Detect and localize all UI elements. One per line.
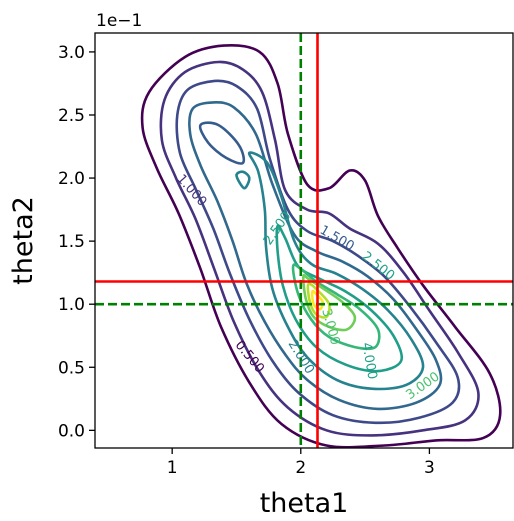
y-tick-label: 1.5 [58, 232, 85, 252]
contour-level-4-7 [301, 273, 357, 332]
reference-lines [95, 33, 513, 448]
contour-level-1-5-2 [175, 79, 461, 425]
contour-label-7: 3.000 [318, 307, 342, 347]
x-tick-label: 1 [167, 458, 178, 478]
contour-level-3-5 [275, 224, 404, 373]
contour-level-5-9 [310, 289, 325, 311]
axes-frame [94, 32, 514, 449]
contour-label-4: 2.500 [359, 249, 398, 284]
x-tick-label: 3 [424, 458, 435, 478]
y-tick-label: 0.5 [58, 358, 85, 378]
contour-level-1-10 [198, 121, 246, 165]
contour-label-2: 1.500 [317, 223, 357, 255]
contour-level-2-3 [188, 101, 443, 411]
y-tick-label: 2.0 [58, 169, 85, 189]
y-tick-label: 1.0 [58, 295, 85, 315]
x-axis-label: theta1 [260, 488, 349, 519]
contour-label-6: 3.000 [403, 369, 442, 403]
contour-level-1-1 [159, 60, 480, 437]
y-tick-label: 0.0 [58, 421, 85, 441]
x-tick-label: 2 [295, 458, 306, 478]
y-axis-label: theta2 [8, 196, 39, 285]
contour-level-2-5-4 [247, 151, 425, 391]
axis-ticks: 1 2 3 0.0 0.5 1.0 1.5 2.0 2.5 3.0 [58, 43, 435, 478]
contour-level-1-11 [235, 170, 251, 190]
plot-frame [94, 32, 514, 449]
y-tick-label: 2.5 [58, 106, 85, 126]
contour-label-8: 4.000 [358, 341, 379, 380]
contour-lines [140, 44, 502, 448]
y-tick-label: 3.0 [58, 43, 85, 63]
y-offset-label: 1e−1 [96, 11, 142, 31]
